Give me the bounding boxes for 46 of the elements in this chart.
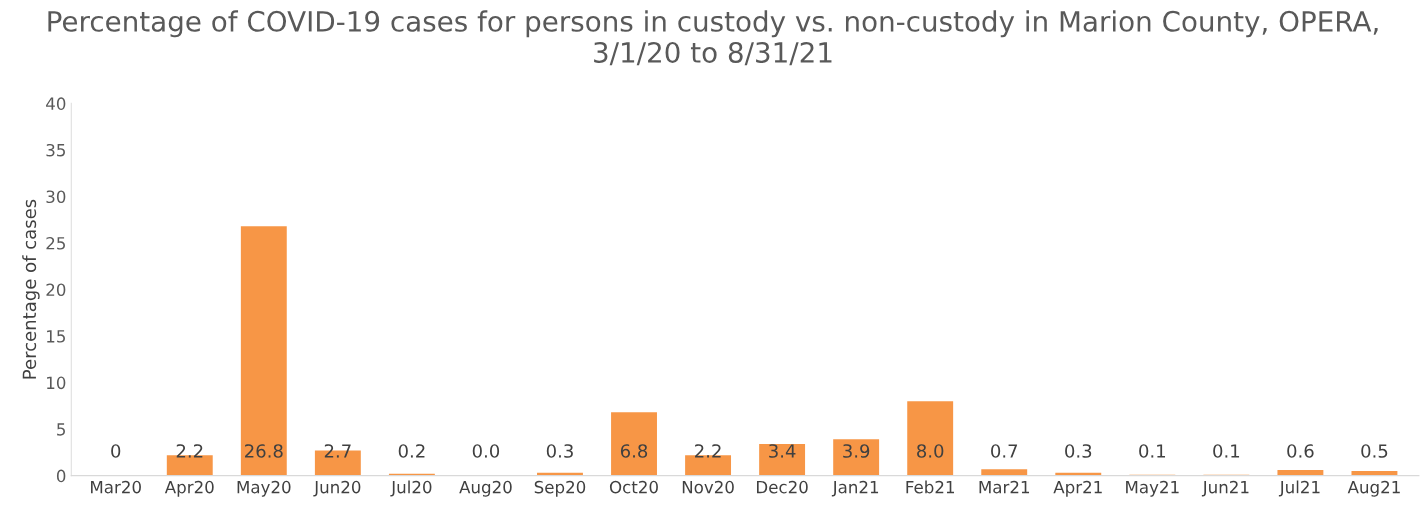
x-tick-label: Nov20 xyxy=(682,480,734,494)
data-label: 0.3 xyxy=(546,444,573,458)
x-tick-label: Jun21 xyxy=(1201,480,1249,497)
y-tick-label: 25 xyxy=(46,236,65,250)
y-tick-label: 15 xyxy=(47,330,65,343)
data-label: 0.1 xyxy=(1213,444,1240,458)
chart-title: Percentage of COVID-19 cases for persons in custody vs. non-custody in Marion County, OPERA, 3/1/20 to 8/31/21 xyxy=(48,10,1378,66)
x-tick-label: Apr20 xyxy=(164,480,214,497)
x-tick-label: Sep20 xyxy=(534,480,586,497)
x-tick-label: Oct20 xyxy=(609,480,658,494)
x-tick-label: Aug20 xyxy=(459,480,512,497)
y-tick-label: 35 xyxy=(46,143,65,157)
data-label: 0.2 xyxy=(398,444,425,458)
y-tick-label: 0 xyxy=(56,469,66,483)
y-axis-title: Percentage of cases xyxy=(22,199,40,379)
data-label: 0.3 xyxy=(1065,444,1092,458)
y-tick-label: 30 xyxy=(46,190,66,204)
x-tick-label: Mar21 xyxy=(979,480,1030,494)
data-label: 0.0 xyxy=(472,444,500,458)
x-tick-label: Aug21 xyxy=(1347,480,1400,497)
x-tick-label: May20 xyxy=(237,480,291,497)
x-tick-label: Jun20 xyxy=(313,480,361,497)
x-tick-label: May21 xyxy=(1126,480,1179,497)
x-tick-label: Mar20 xyxy=(91,480,141,494)
x-tick-label: Jan21 xyxy=(831,480,879,497)
data-label: 26.8 xyxy=(245,444,283,458)
y-tick-label: 10 xyxy=(47,376,66,390)
data-label: 2.2 xyxy=(176,444,203,458)
x-tick-label: Feb21 xyxy=(906,480,955,494)
data-label: 0 xyxy=(111,444,121,458)
x-tick-label: Apr21 xyxy=(1053,480,1102,497)
data-label: 0.1 xyxy=(1139,444,1166,458)
x-tick-label: Jul20 xyxy=(390,480,432,497)
data-label: 2.2 xyxy=(695,444,721,458)
data-label: 0.5 xyxy=(1361,444,1388,458)
data-label: 0.7 xyxy=(991,444,1018,458)
x-tick-label: Dec20 xyxy=(757,480,808,494)
y-tick-label: 20 xyxy=(46,283,66,297)
data-label: 6.8 xyxy=(620,444,648,458)
y-tick-label: 40 xyxy=(46,97,66,110)
x-tick-label: Jul21 xyxy=(1278,480,1320,497)
data-label: 3.4 xyxy=(769,444,796,458)
data-label: 3.9 xyxy=(843,444,870,458)
y-tick-label: 5 xyxy=(57,423,65,436)
data-label: 8.0 xyxy=(917,444,944,458)
data-label: 0.6 xyxy=(1287,444,1314,458)
